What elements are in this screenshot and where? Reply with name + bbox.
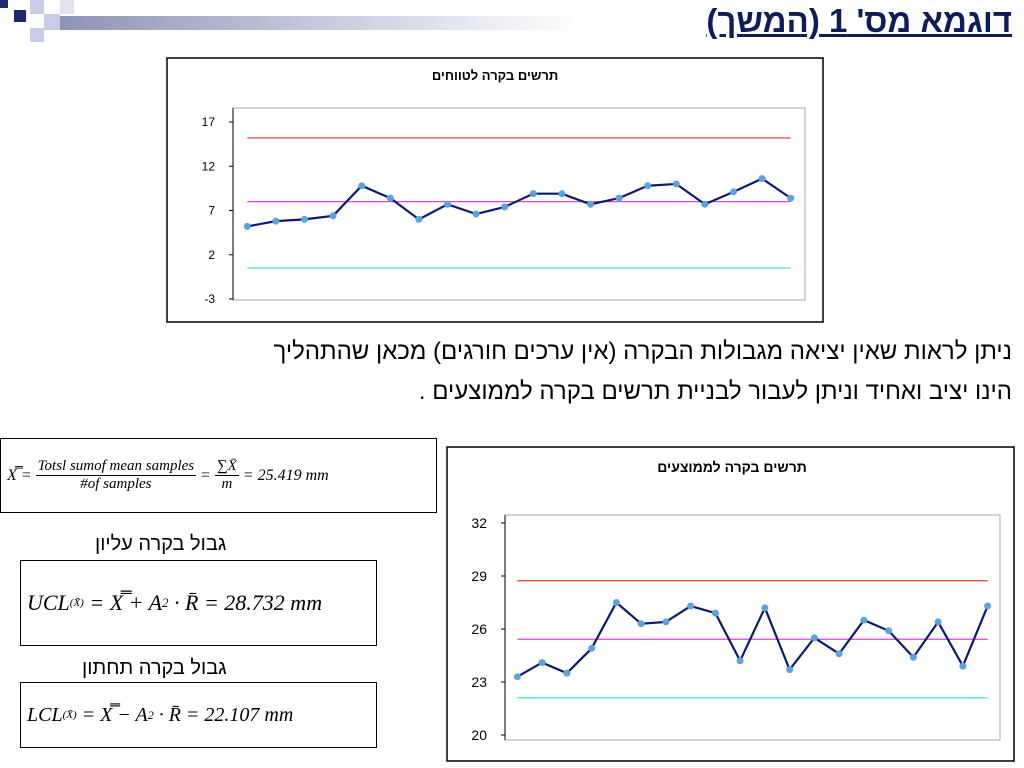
data-point [736,657,744,665]
y-tick-label: 32 [471,515,487,531]
fraction: Totsl sumof mean samples #of samples [35,458,197,493]
data-point [672,180,680,188]
y-tick-label: 2 [208,248,215,262]
data-point [529,190,537,198]
data-point [587,200,594,208]
chart-title: תרשים בקרה לטווחים [432,68,558,83]
data-point [637,620,645,628]
data-point [444,200,451,208]
formula-text: (X̄) [62,709,77,721]
data-point [730,188,737,196]
formula-text: UCL [27,590,70,615]
data-point [301,215,308,223]
y-tick-label: 12 [202,159,216,173]
y-tick-label: 17 [202,115,216,129]
formula-text: · R̄ = 22.107 mm [158,703,294,726]
data-point [835,650,843,658]
plot-area [232,107,806,301]
data-point [472,210,480,218]
data-point [959,662,967,670]
formula-box: X̿ = Totsl sumof mean samples #of samples… [0,438,437,513]
formula-text: 2 [147,707,154,722]
formula-text: = 25.419 mm [242,466,329,484]
y-tick-label: 7 [208,204,215,218]
y-tick-label: -3 [204,292,215,306]
formula-text: = X̿ + A [89,590,163,615]
data-point [538,659,546,667]
formula-text: LCL [27,703,63,726]
data-point [885,627,893,635]
data-point [501,203,509,211]
data-point [909,653,917,661]
formula-text: (X̄) [69,597,84,609]
formula-text: · R̄ = 28.732 mm [174,590,323,615]
formula-text: Totsl sumof mean samples [35,458,197,476]
formula-label: גבול בקרה תחתון [82,657,227,679]
data-point [711,609,719,617]
formula-text: #of samples [80,476,152,492]
data-point [934,618,942,626]
data-point [272,217,280,225]
data-point [984,602,992,610]
data-point [513,673,521,681]
formula-text: = [200,466,211,484]
data-point [786,666,794,674]
slide-title: דוגמא מס' 1 (המשך) [706,2,1012,39]
data-point [644,182,652,190]
data-point [761,604,769,612]
y-tick-label: 29 [471,568,487,584]
data-line [516,600,989,678]
fraction: ∑X̄ m [214,458,239,493]
data-point [329,212,337,220]
data-point [810,634,818,642]
data-point [358,182,366,190]
data-point [563,669,571,677]
formula-text: X̿ = [7,466,32,484]
data-point [243,222,251,230]
formula-text: 2 [162,595,169,610]
paragraph-line: הינו יציב ואחיד וניתן לעבור לבניית תרשים… [418,378,1012,405]
data-point [558,190,566,198]
y-tick-label: 26 [471,621,487,637]
data-point [860,616,868,624]
y-tick-label: 20 [471,727,487,743]
data-point [615,194,623,202]
data-point [386,194,394,202]
data-line [247,177,792,228]
data-point [687,602,695,610]
y-tick-label: 23 [471,674,487,690]
plot-area [504,514,1001,741]
paragraph-line: ניתן לראות שאין יציאה מגבולות הבקרה (אין… [273,338,1012,365]
formula-label: גבול בקרה עליון [95,533,227,555]
data-point [612,599,620,606]
data-point [662,618,670,626]
formula-text: m [221,476,233,492]
data-point [787,194,795,202]
chart-title: תרשים בקרה לממוצעים [657,459,807,475]
formula-text: = X̿ − A [81,703,148,726]
formula-text: ∑X̄ [214,458,239,476]
data-point [588,644,596,652]
data-point [415,215,423,223]
data-point [701,200,709,208]
data-point [758,175,766,183]
